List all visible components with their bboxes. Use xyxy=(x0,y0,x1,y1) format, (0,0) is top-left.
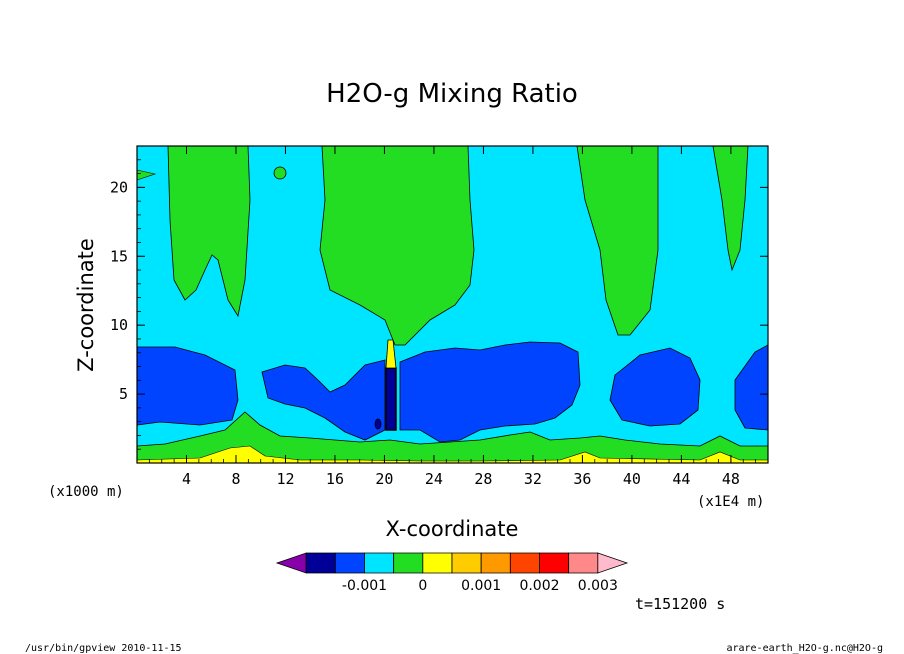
colorbar-tick-label: 0.002 xyxy=(519,578,559,594)
y-tick-label: 15 xyxy=(110,247,128,265)
time-label: t=151200 s xyxy=(635,595,725,613)
colorbar-swatch xyxy=(539,552,570,574)
colorbar-swatch xyxy=(305,552,336,574)
x-tick-label: 36 xyxy=(573,470,591,488)
x-tick-label: 48 xyxy=(722,470,740,488)
x-tick-label: 20 xyxy=(375,470,393,488)
colorbar-swatch xyxy=(393,552,424,574)
x-tick-label: 16 xyxy=(326,470,344,488)
colorbar-swatch xyxy=(509,552,540,574)
colorbar-swatch xyxy=(597,552,629,574)
x-tick-label: 40 xyxy=(623,470,641,488)
contour-green-plume-left xyxy=(167,145,251,318)
x-units-right: (x1E4 m) xyxy=(697,494,764,510)
x-units-left: (x1000 m) xyxy=(48,484,124,500)
x-tick-label: 8 xyxy=(231,470,240,488)
contour-blue-center-left xyxy=(261,359,386,441)
contour-green-plume-far-right xyxy=(712,145,749,272)
x-tick-label: 44 xyxy=(672,470,690,488)
contour-green-blob xyxy=(273,166,287,180)
colorbar-swatch xyxy=(422,552,453,574)
footer-left: /usr/bin/gpview 2010-11-15 xyxy=(25,643,182,654)
contour-navy-core xyxy=(385,367,397,431)
colorbar-tick-label: 0.001 xyxy=(461,578,501,594)
contour-blue-left xyxy=(136,346,239,426)
colorbar-swatch xyxy=(451,552,482,574)
x-tick-label: 24 xyxy=(425,470,443,488)
contour-blue-center-right xyxy=(399,341,581,443)
contour-navy-spot xyxy=(374,418,382,430)
plot-frame xyxy=(136,145,769,464)
x-tick-label: 4 xyxy=(182,470,191,488)
y-tick-label: 10 xyxy=(110,316,128,334)
y-tick-label: 5 xyxy=(119,385,128,403)
x-axis-label: X-coordinate xyxy=(386,517,519,541)
contour-green-plume-center xyxy=(319,145,475,346)
y-axis: 5 10 15 20 xyxy=(110,159,768,450)
colorbar-tick-label: -0.001 xyxy=(342,578,387,594)
plot-area xyxy=(136,145,769,464)
contour-blue-right xyxy=(609,347,701,427)
chart-title: H2O-g Mixing Ratio xyxy=(326,79,578,109)
contour-yellow-spike xyxy=(385,339,397,369)
colorbar-tick-label: 0 xyxy=(418,578,427,594)
colorbar-swatch xyxy=(568,552,599,574)
contour-green-plume-right xyxy=(576,145,659,336)
footer-right: arare-earth_H2O-g.nc@H2O-g xyxy=(726,643,883,654)
x-axis: 4 8 12 16 20 24 28 32 36 40 44 48 xyxy=(148,146,769,488)
colorbar-swatch xyxy=(364,552,395,574)
colorbar-swatch xyxy=(275,552,307,574)
contour-green-lower-band xyxy=(136,411,769,464)
y-axis-label: Z-coordinate xyxy=(74,238,98,372)
colorbar: -0.001 0 0.001 0.002 0.003 xyxy=(275,552,629,594)
colorbar-tick-label: 0.003 xyxy=(578,578,618,594)
x-tick-label: 28 xyxy=(474,470,492,488)
x-tick-label: 32 xyxy=(524,470,542,488)
y-tick-label: 20 xyxy=(110,178,128,196)
colorbar-swatch xyxy=(480,552,511,574)
colorbar-swatch xyxy=(334,552,365,574)
x-tick-label: 12 xyxy=(276,470,294,488)
